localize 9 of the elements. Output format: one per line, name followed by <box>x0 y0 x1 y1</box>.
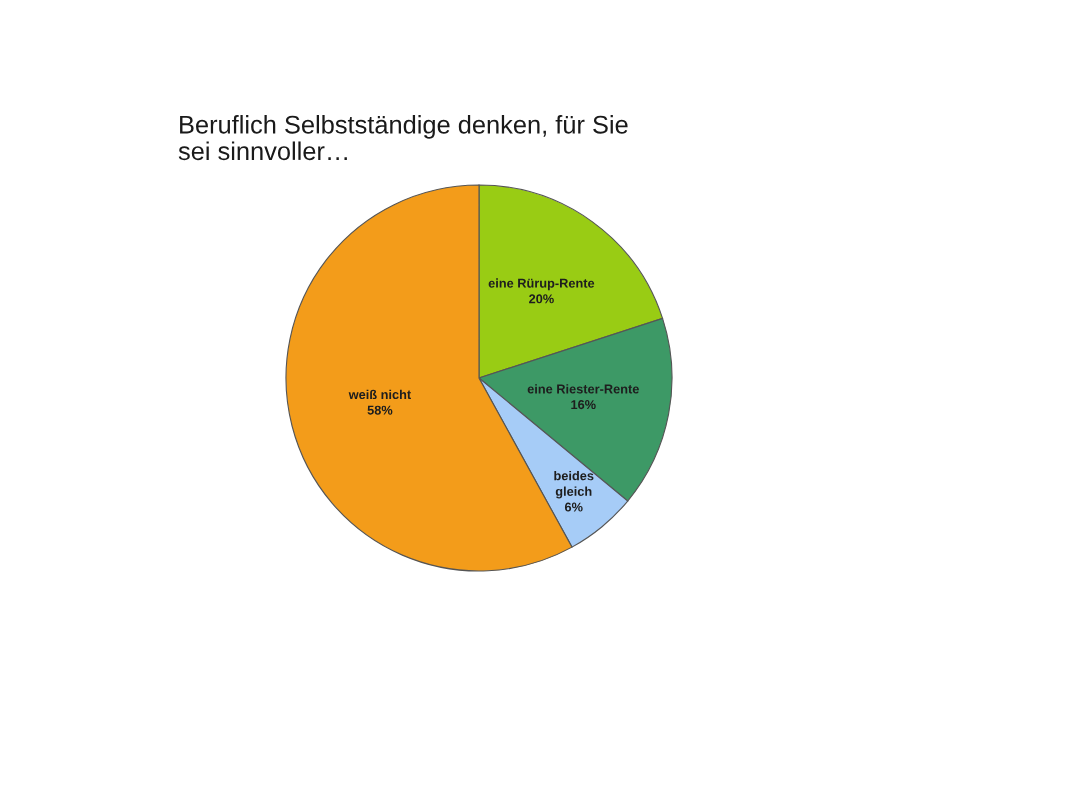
chart-title: Beruflich Selbstständige denken, für Sie sei sinnvoller… <box>178 115 628 161</box>
data-label: 58% <box>367 405 393 415</box>
data-label: 20% <box>529 294 554 304</box>
data-label: 16% <box>571 400 596 410</box>
slice-label: weiß nicht <box>348 389 412 400</box>
slice-label: eine Rürup-Rente <box>488 278 595 291</box>
slice-label: beides gleich <box>554 470 594 499</box>
slice-label: eine Riester-Rente <box>527 384 639 394</box>
data-label: 6% <box>564 502 583 512</box>
